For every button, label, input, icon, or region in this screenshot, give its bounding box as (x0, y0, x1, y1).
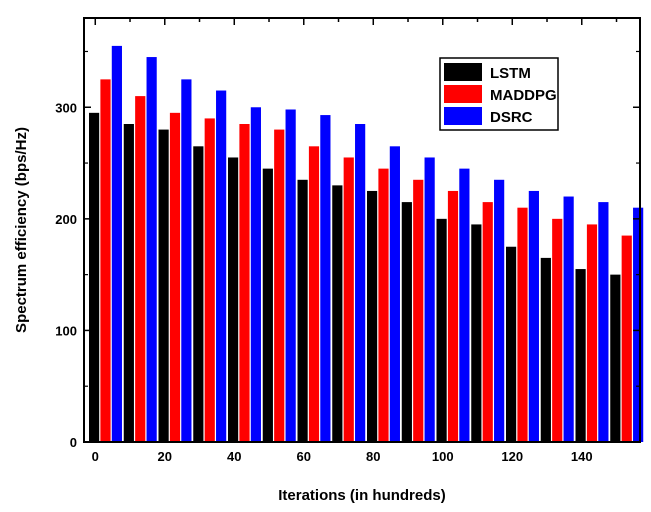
bar-lstm-20 (158, 129, 169, 442)
bar-lstm-150 (610, 274, 621, 442)
bar-maddpg-70 (343, 157, 354, 442)
bar-maddpg-140 (586, 224, 598, 442)
bars-layer (89, 45, 644, 443)
bar-lstm-50 (262, 168, 273, 442)
y-tick-label: 300 (55, 100, 77, 115)
bar-lstm-0 (89, 112, 100, 442)
bar-maddpg-0 (100, 79, 111, 443)
bar-maddpg-80 (378, 168, 389, 442)
plot-frame (83, 17, 641, 443)
y-tick-label: 200 (55, 212, 77, 227)
legend-swatch-dsrc (444, 107, 482, 125)
bar-dsrc-30 (216, 90, 227, 443)
y-tick-label: 100 (55, 323, 77, 338)
x-tick-label: 140 (571, 449, 593, 464)
bar-dsrc-10 (146, 57, 157, 442)
bar-dsrc-20 (181, 79, 192, 443)
y-axis-label: Spectrum efficiency (bps/Hz) (13, 127, 30, 333)
bar-lstm-60 (297, 179, 308, 442)
bar-lstm-30 (193, 146, 204, 442)
bar-dsrc-140 (598, 202, 609, 442)
x-tick-label: 40 (227, 449, 241, 464)
bar-maddpg-150 (621, 235, 632, 442)
x-tick-label: 20 (158, 449, 172, 464)
bar-maddpg-10 (135, 96, 146, 443)
bar-maddpg-40 (239, 124, 250, 442)
bar-maddpg-30 (204, 118, 215, 442)
bar-lstm-10 (123, 124, 134, 442)
bar-maddpg-50 (274, 129, 285, 442)
bar-dsrc-70 (355, 124, 366, 442)
bar-maddpg-100 (447, 190, 459, 442)
bar-lstm-90 (401, 202, 412, 442)
y-tick-label: 0 (70, 435, 77, 450)
bar-dsrc-40 (250, 107, 261, 443)
bar-lstm-40 (228, 157, 239, 442)
bar-lstm-120 (506, 246, 517, 442)
bar-lstm-80 (367, 190, 378, 442)
bar-dsrc-50 (285, 109, 296, 442)
bar-dsrc-150 (633, 207, 644, 442)
bar-dsrc-60 (320, 115, 331, 443)
bar-maddpg-60 (308, 146, 320, 442)
bar-maddpg-120 (517, 207, 528, 442)
bar-dsrc-100 (459, 168, 470, 442)
x-tick-label: 120 (501, 449, 523, 464)
legend-swatch-lstm (444, 63, 482, 81)
x-tick-label: 100 (432, 449, 454, 464)
legend-label-lstm: LSTM (490, 65, 531, 82)
x-tick-label: 0 (92, 449, 99, 464)
bar-lstm-70 (332, 185, 343, 443)
x-tick-label: 60 (297, 449, 311, 464)
y-axis: 0 100 200 300 (55, 50, 640, 450)
bar-dsrc-0 (111, 45, 122, 442)
legend: LSTM MADDPG DSRC (439, 57, 559, 131)
legend-label-dsrc: DSRC (490, 109, 533, 126)
bar-maddpg-130 (552, 218, 563, 442)
bar-lstm-100 (436, 218, 447, 442)
bar-maddpg-20 (169, 112, 181, 442)
x-axis: 0 20 40 60 80 100 120 140 (92, 18, 618, 464)
bar-lstm-110 (471, 224, 482, 442)
bar-dsrc-90 (424, 157, 435, 442)
bar-lstm-130 (540, 257, 551, 442)
legend-label-maddpg: MADDPG (490, 87, 557, 104)
bar-dsrc-80 (389, 146, 400, 442)
bar-dsrc-110 (494, 179, 505, 442)
bar-lstm-140 (575, 269, 586, 442)
bar-maddpg-110 (482, 202, 493, 442)
x-tick-label: 80 (366, 449, 380, 464)
bar-dsrc-120 (528, 190, 539, 442)
bar-maddpg-90 (413, 179, 424, 442)
legend-swatch-maddpg (444, 85, 482, 103)
bar-dsrc-130 (563, 196, 574, 442)
x-axis-label: Iterations (in hundreds) (278, 487, 446, 504)
